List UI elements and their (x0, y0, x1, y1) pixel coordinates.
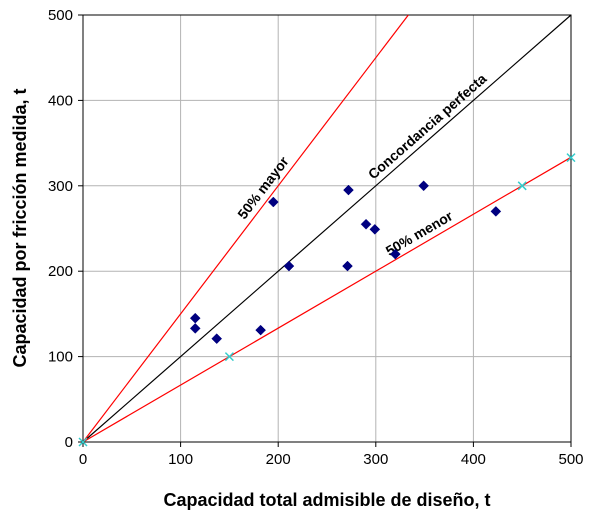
reference-line (82, 156, 572, 443)
data-point-diamond (360, 218, 372, 230)
data-point-diamond (255, 324, 266, 336)
data-points (78, 153, 576, 447)
y-tick-label: 100 (48, 349, 73, 366)
data-point-diamond (369, 224, 381, 235)
data-point-x (224, 352, 234, 362)
data-point-diamond (342, 260, 353, 272)
y-tick-label: 400 (48, 92, 73, 109)
y-tick-label: 300 (48, 178, 73, 195)
x-tick-label: 0 (79, 451, 87, 468)
plot-area-frame (82, 14, 572, 443)
data-point-diamond (211, 333, 223, 345)
data-point-diamond (490, 206, 502, 217)
y-axis-title: Capacidad por fricción medida, t (10, 88, 30, 367)
data-point-diamond (189, 312, 201, 324)
reference-line-label: 50% mayor (234, 153, 292, 222)
data-point-diamond (267, 196, 279, 208)
data-point-diamond (343, 184, 354, 196)
x-tick-label: 300 (363, 451, 388, 468)
reference-line (82, 14, 572, 443)
data-point-diamond (283, 260, 295, 272)
data-point-x (566, 153, 576, 163)
x-tick-label: 200 (266, 451, 291, 468)
data-point-diamond (189, 323, 201, 334)
x-axis-title: Capacidad total admisible de diseño, t (163, 490, 490, 510)
x-tick-label: 100 (168, 451, 193, 468)
reference-line-label: Concordancia perfecta (365, 70, 490, 182)
x-tick-label: 500 (558, 451, 583, 468)
data-point-x (517, 181, 527, 191)
y-tick-label: 0 (65, 434, 73, 451)
data-point-diamond (389, 248, 401, 260)
tick-labels: 0 100 200 300 400 500 0 100 200 300 400 500 (48, 7, 584, 468)
x-tick-label: 400 (461, 451, 486, 468)
reference-line (82, 14, 409, 443)
data-point-x (78, 437, 88, 447)
grid-lines (83, 15, 571, 442)
y-tick-label: 200 (48, 263, 73, 280)
y-tick-label: 500 (48, 7, 73, 24)
data-point-diamond (418, 180, 429, 192)
